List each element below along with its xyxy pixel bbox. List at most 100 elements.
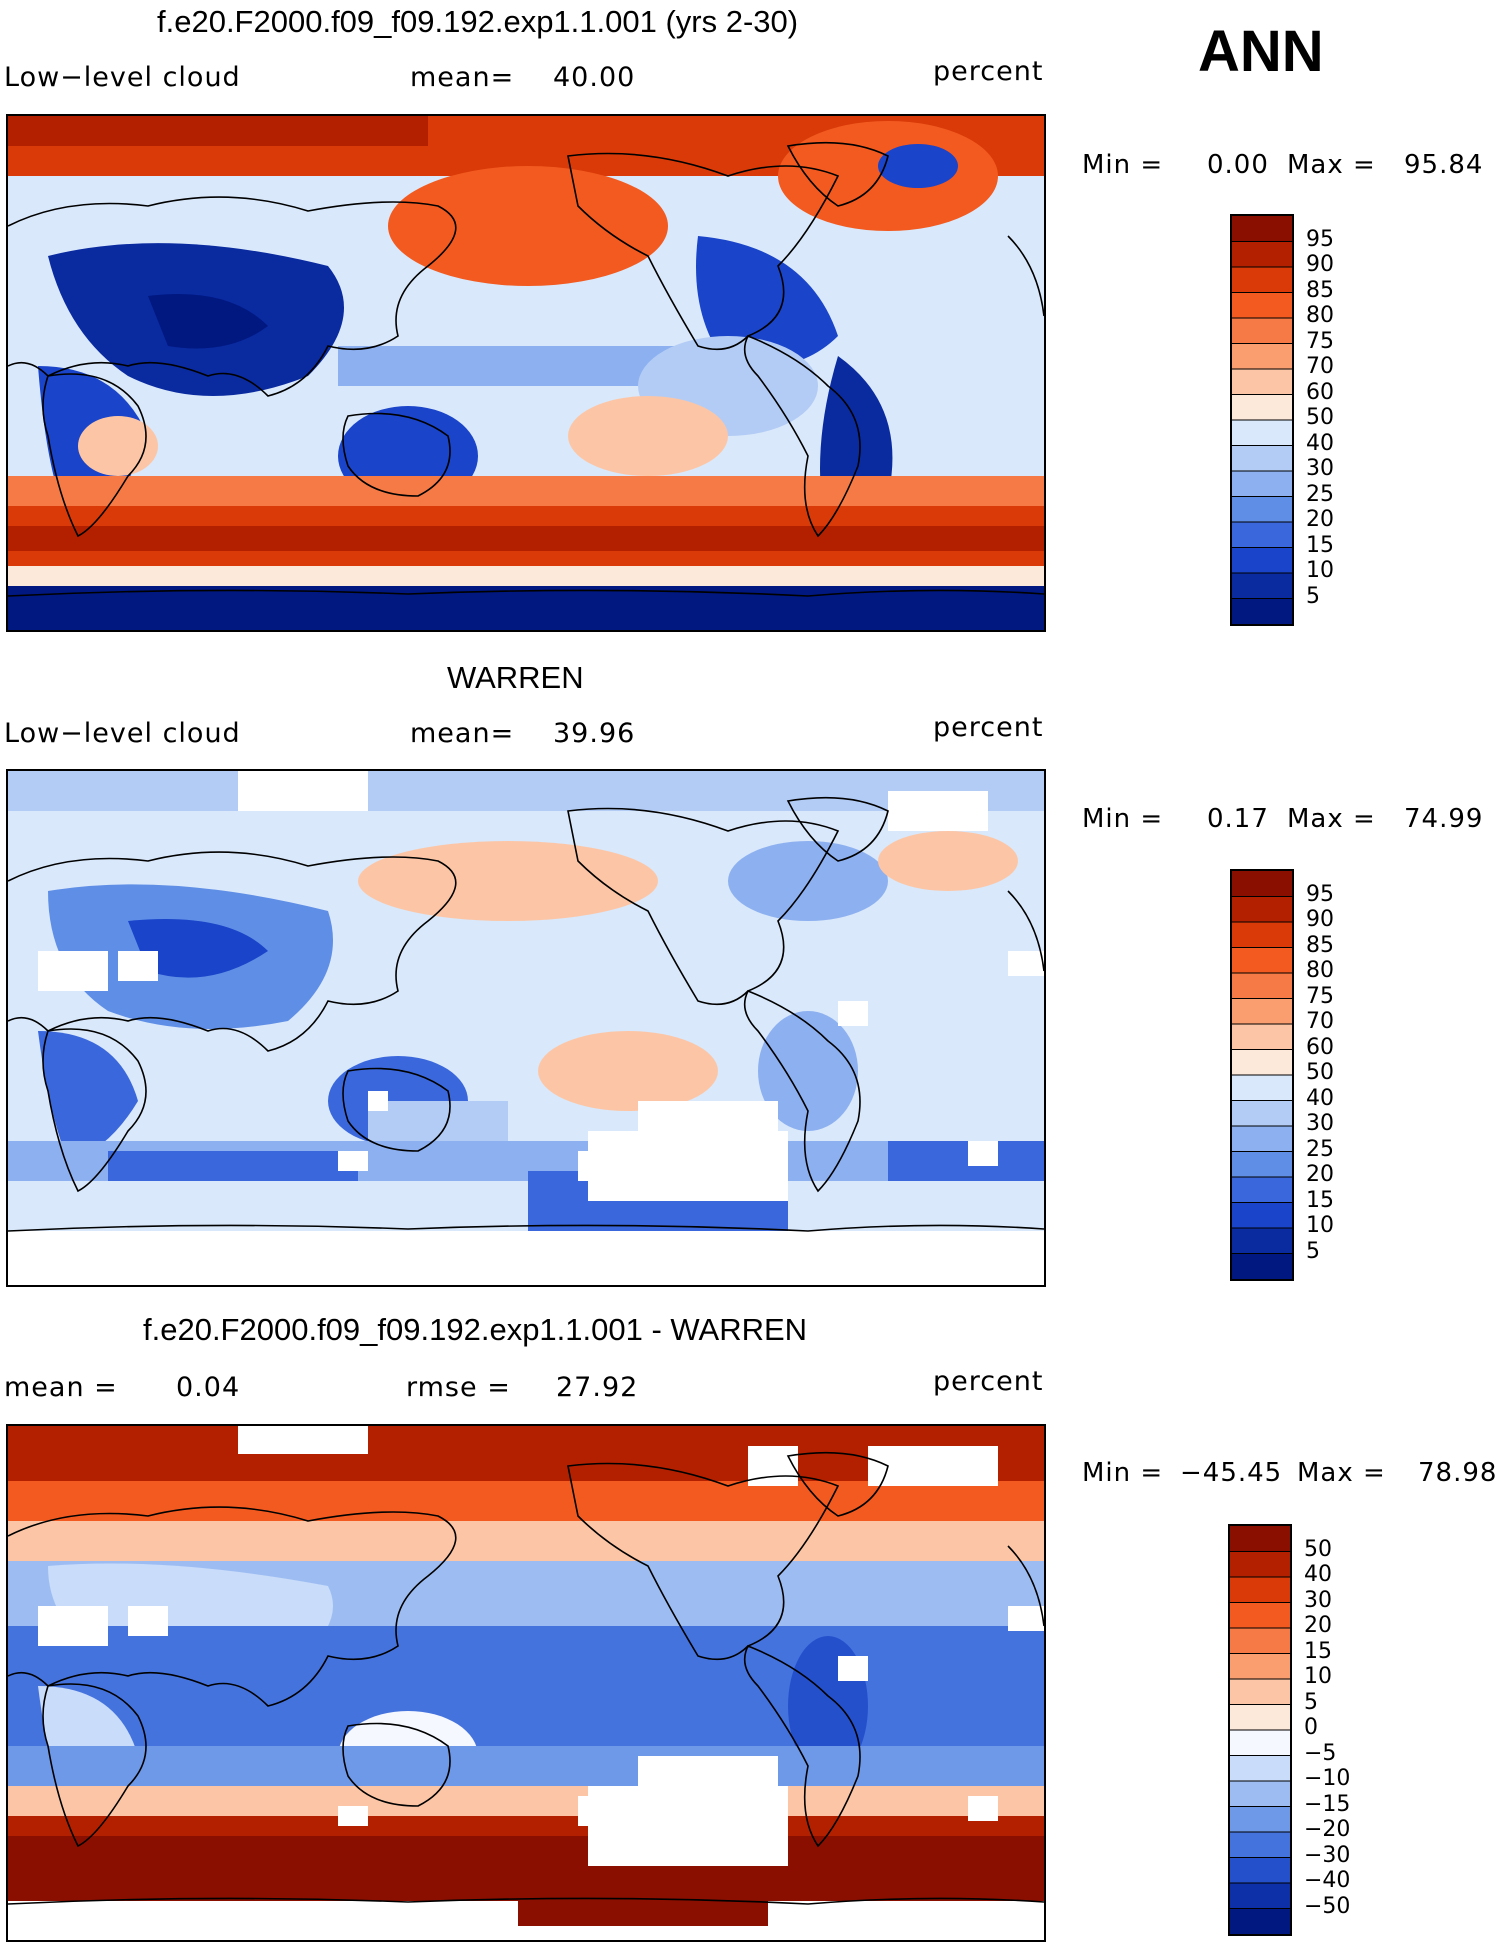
colorbar-tick-label: 5 (1306, 583, 1320, 609)
colorbar-swatch (1230, 1908, 1290, 1934)
colorbar-tick-label: 80 (1306, 303, 1334, 328)
colorbar-tick-label: 50 (1306, 1060, 1334, 1085)
colorbar-swatch (1232, 496, 1292, 523)
colorbar-swatch (1232, 598, 1292, 624)
colorbar-tick-label: 75 (1306, 983, 1334, 1009)
colorbar-tick-label: 60 (1306, 379, 1334, 405)
colorbar-swatch (1230, 1653, 1290, 1680)
colorbar-tick-label: 10 (1306, 558, 1334, 583)
panel-3-title: f.e20.F2000.f09_f09.192.exp1.1.001 - WAR… (143, 1312, 808, 1347)
colorbar-swatch (1230, 1857, 1290, 1884)
colorbar-tick-label: 85 (1306, 277, 1334, 303)
colorbar-swatch (1232, 1100, 1292, 1127)
panel-1-units: percent (933, 56, 1044, 87)
colorbar-swatch (1232, 522, 1292, 548)
colorbar-tick-label: 70 (1306, 1009, 1334, 1034)
panel-3-mean-label: mean = (4, 1372, 118, 1403)
colorbar-tick-label: 25 (1306, 1136, 1334, 1162)
colorbar-swatch (1230, 1526, 1290, 1552)
panel-3-rmse-value: 27.92 (556, 1372, 639, 1403)
colorbar-tick-label: 95 (1306, 881, 1334, 907)
colorbar-tick-label: 30 (1304, 1587, 1332, 1613)
panel-3-rmse-label: rmse = (406, 1372, 511, 1403)
panel-2-title: WARREN (447, 660, 584, 695)
colorbar-tick-label: 5 (1306, 1238, 1320, 1264)
colorbar-tick-label: 90 (1306, 252, 1334, 277)
colorbar-tick-label: −10 (1304, 1766, 1351, 1791)
colorbar-swatch (1230, 1806, 1290, 1833)
colorbar-tick-label: 20 (1306, 507, 1334, 532)
panel-3-min-value: −45.45 (1180, 1458, 1283, 1488)
panel-3-max-value: 78.98 (1418, 1458, 1498, 1488)
colorbar-swatch (1232, 947, 1292, 974)
panel-2-min-label: Min = (1082, 804, 1164, 834)
colorbar-tick-label: 10 (1304, 1664, 1332, 1689)
colorbar-swatch (1232, 445, 1292, 472)
colorbar-tick-label: 50 (1304, 1536, 1332, 1562)
panel-1-max-value: 95.84 (1404, 150, 1484, 180)
colorbar-tick-label: 80 (1306, 958, 1334, 983)
colorbar-tick-label: 25 (1306, 481, 1334, 507)
panel-2-units: percent (933, 712, 1044, 743)
colorbar-swatch (1232, 922, 1292, 948)
panel-3-map (6, 1424, 1046, 1942)
panel-1-max-label: Max = (1287, 150, 1376, 180)
panel-2-map (6, 769, 1046, 1287)
colorbar-swatch (1232, 998, 1292, 1025)
colorbar-swatches (1232, 216, 1292, 624)
colorbar-tick-label: 50 (1306, 405, 1334, 430)
colorbar-swatch (1232, 547, 1292, 574)
colorbar-swatch (1230, 1730, 1290, 1756)
panel-3-units: percent (933, 1366, 1044, 1397)
colorbar-swatch (1230, 1551, 1290, 1578)
colorbar-swatch (1230, 1755, 1290, 1782)
panel-1-mean-label: mean= (410, 62, 515, 93)
colorbar-swatches (1232, 871, 1292, 1279)
colorbar-swatch (1230, 1679, 1290, 1705)
colorbar-swatch (1232, 1202, 1292, 1229)
colorbar-swatch (1232, 216, 1292, 242)
colorbar-swatch (1232, 267, 1292, 293)
colorbar-swatch (1230, 1704, 1290, 1731)
colorbar-swatch (1232, 471, 1292, 497)
colorbar-swatch (1232, 973, 1292, 999)
colorbar-swatch (1230, 1781, 1290, 1807)
colorbar-swatch (1232, 1253, 1292, 1279)
season-label: ANN (1198, 19, 1324, 84)
colorbar-tick-label: 40 (1304, 1562, 1332, 1587)
colorbar-tick-label: 75 (1306, 328, 1334, 354)
colorbar-tick-label: 30 (1306, 456, 1334, 481)
panel-1-variable-label: Low−level cloud (4, 62, 241, 93)
colorbar-swatch (1232, 1024, 1292, 1050)
panel-2-max-value: 74.99 (1404, 804, 1484, 834)
colorbar-tick-label: −30 (1304, 1842, 1351, 1868)
panel-2-min-value: 0.17 (1207, 804, 1269, 834)
colorbar-swatch (1232, 1126, 1292, 1152)
colorbar-tick-label: 15 (1304, 1638, 1332, 1664)
colorbar-swatch (1232, 394, 1292, 421)
colorbar-swatch (1230, 1832, 1290, 1858)
colorbar-tick-label: 60 (1306, 1034, 1334, 1060)
panel-2-variable-label: Low−level cloud (4, 718, 241, 749)
panel-1-mean-value: 40.00 (553, 62, 636, 93)
colorbar-tick-label: 15 (1306, 1187, 1334, 1213)
colorbar-tick-label: −15 (1304, 1791, 1351, 1817)
colorbar-swatch (1232, 369, 1292, 395)
panel-3-min-label: Min = (1082, 1458, 1164, 1488)
colorbar-swatch (1232, 1228, 1292, 1254)
panel-1-min-label: Min = (1082, 150, 1164, 180)
colorbar-tick-label: −40 (1304, 1868, 1351, 1893)
colorbar-swatch (1232, 871, 1292, 897)
colorbar-tick-label: 10 (1306, 1213, 1334, 1238)
panel-1-map (6, 114, 1046, 632)
colorbar-swatch (1230, 1602, 1290, 1629)
panel-2-mean-value: 39.96 (553, 718, 636, 749)
colorbar-tick-label: 40 (1306, 430, 1334, 456)
panel-1-colorbar (1230, 214, 1294, 626)
colorbar-swatch (1232, 292, 1292, 319)
panel-1-min-value: 0.00 (1207, 150, 1269, 180)
colorbar-tick-label: 85 (1306, 932, 1334, 958)
colorbar-swatch (1232, 343, 1292, 370)
colorbar-swatch (1232, 1049, 1292, 1076)
colorbar-swatch (1230, 1883, 1290, 1909)
